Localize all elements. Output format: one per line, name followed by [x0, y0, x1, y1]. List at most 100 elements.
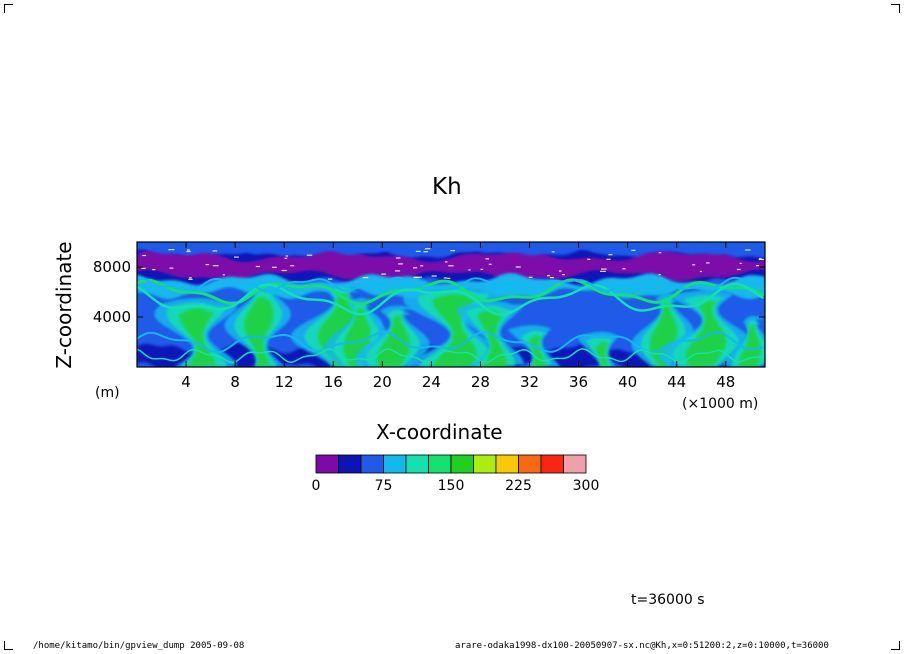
colorbar-tick-label: 225 [505, 478, 532, 494]
colorbar-swatch [450, 454, 474, 474]
heatmap-speckle [413, 277, 420, 279]
heatmap-speckle [424, 248, 431, 250]
heatmap-speckle [306, 254, 313, 256]
heatmap-band-top [137, 242, 765, 256]
heatmap-speckle [558, 270, 562, 272]
colorbar-tick-label: 75 [375, 478, 393, 494]
heatmap-speckle [608, 254, 613, 256]
heatmap-speckle [562, 274, 565, 276]
heatmap-speckle [398, 263, 403, 265]
x-tick-label: 44 [667, 373, 686, 391]
x-unit-label: (×1000 m) [682, 396, 759, 412]
x-tick-label: 20 [373, 373, 392, 391]
heatmap-speckle [450, 250, 456, 252]
heatmap-speckle [168, 249, 175, 251]
heatmap-plume [528, 335, 547, 367]
x-tick-label: 40 [618, 373, 637, 391]
heatmap-plume [178, 308, 216, 367]
x-tick-label: 48 [716, 373, 735, 391]
corner-mark-bottom-left [4, 641, 13, 650]
heatmap-speckle [658, 252, 662, 254]
y-unit-label: (m) [95, 385, 120, 401]
heatmap-speckle [445, 261, 448, 263]
colorbar-swatch [383, 454, 407, 474]
heatmap-speckle [699, 270, 702, 273]
colorbar-swatch [405, 454, 429, 474]
heatmap-speckle [284, 257, 288, 259]
heatmap-speckle [395, 257, 401, 259]
heatmap-filament-bottom [137, 348, 764, 364]
colorbar-swatch [473, 454, 497, 474]
heatmap-speckle [551, 251, 555, 253]
heatmap-speckle [212, 250, 218, 252]
x-tick-label: 24 [422, 373, 441, 391]
footer-data-source: arare-odaka1998-dx100-20050907-sx.nc@Kh,… [455, 641, 829, 651]
heatmap-speckle [480, 268, 484, 270]
heatmap-speckle [255, 265, 261, 268]
footer-path-date: /home/kitamo/bin/gpview_dump 2005-09-08 [33, 641, 245, 651]
heatmap-speckle [759, 258, 762, 260]
heatmap-speckle [285, 255, 289, 257]
heatmap-filament-lower [137, 330, 764, 354]
colorbar-swatch [360, 454, 384, 474]
heatmap-speckle [141, 267, 146, 269]
heatmap-plume [477, 310, 507, 367]
y-tick-label: 4000 [93, 308, 131, 326]
heatmap-speckle [281, 269, 287, 272]
x-tick-label: 28 [471, 373, 490, 391]
heatmap-speckle [739, 262, 742, 264]
heatmap-speckle [601, 268, 607, 270]
heatmap-speckle [431, 275, 437, 277]
plot-frame [136, 241, 766, 368]
x-tick-label: 8 [230, 373, 240, 391]
heatmap-speckle [736, 268, 741, 271]
heatmap-speckle [448, 265, 454, 267]
heatmap-speckle [415, 250, 421, 252]
chart-title: Kh [432, 174, 462, 200]
heatmap-speckle [658, 274, 661, 276]
heatmap-speckle [631, 249, 636, 251]
heatmap-filament-cyan [137, 276, 764, 293]
heatmap-speckle [549, 277, 554, 279]
heatmap-speckle [395, 270, 401, 272]
colorbar-tick-label: 0 [312, 478, 321, 494]
heatmap-speckle [290, 265, 295, 267]
x-tick-label: 32 [520, 373, 539, 391]
heatmap-speckle [222, 274, 225, 276]
heatmap-speckle [443, 277, 448, 279]
colorbar-tick-label: 150 [438, 478, 465, 494]
heatmap-speckle [362, 277, 369, 279]
y-axis-label: Z-coordinate [52, 241, 76, 369]
heatmap-speckle [189, 277, 192, 279]
heatmap-speckle [488, 263, 492, 265]
heatmap-speckle [234, 256, 239, 258]
heatmap-speckle [187, 249, 190, 251]
heatmap-speckle [622, 268, 626, 270]
x-axis-label: X-coordinate [376, 420, 503, 444]
heatmap-speckle [528, 276, 533, 278]
heatmap-speckle [515, 266, 521, 268]
heatmap-speckle [413, 267, 418, 269]
x-tick-label: 4 [181, 373, 191, 391]
heatmap-speckle [188, 278, 193, 280]
heatmap-speckle [547, 275, 550, 277]
colorbar-swatch [428, 454, 452, 474]
heatmap-speckle [692, 264, 696, 266]
heatmap-speckle [706, 262, 710, 264]
heatmap-field [137, 242, 765, 367]
colorbar-swatch [315, 454, 339, 474]
time-annotation: t=36000 s [631, 592, 705, 608]
heatmap-plume [432, 294, 477, 367]
colorbar-swatch [540, 454, 564, 474]
heatmap-speckle [381, 273, 386, 275]
heatmap-speckle [756, 265, 759, 267]
heatmap-plume [377, 315, 410, 367]
heatmap-speckle [600, 270, 606, 272]
heatmap-plume [244, 296, 274, 367]
heatmap-speckle [419, 276, 422, 278]
colorbar: 0 75 150 225 300 [312, 454, 599, 494]
y-tick-label: 8000 [93, 258, 131, 276]
corner-mark-bottom-right [891, 641, 900, 650]
heatmap-speckle [169, 267, 174, 269]
